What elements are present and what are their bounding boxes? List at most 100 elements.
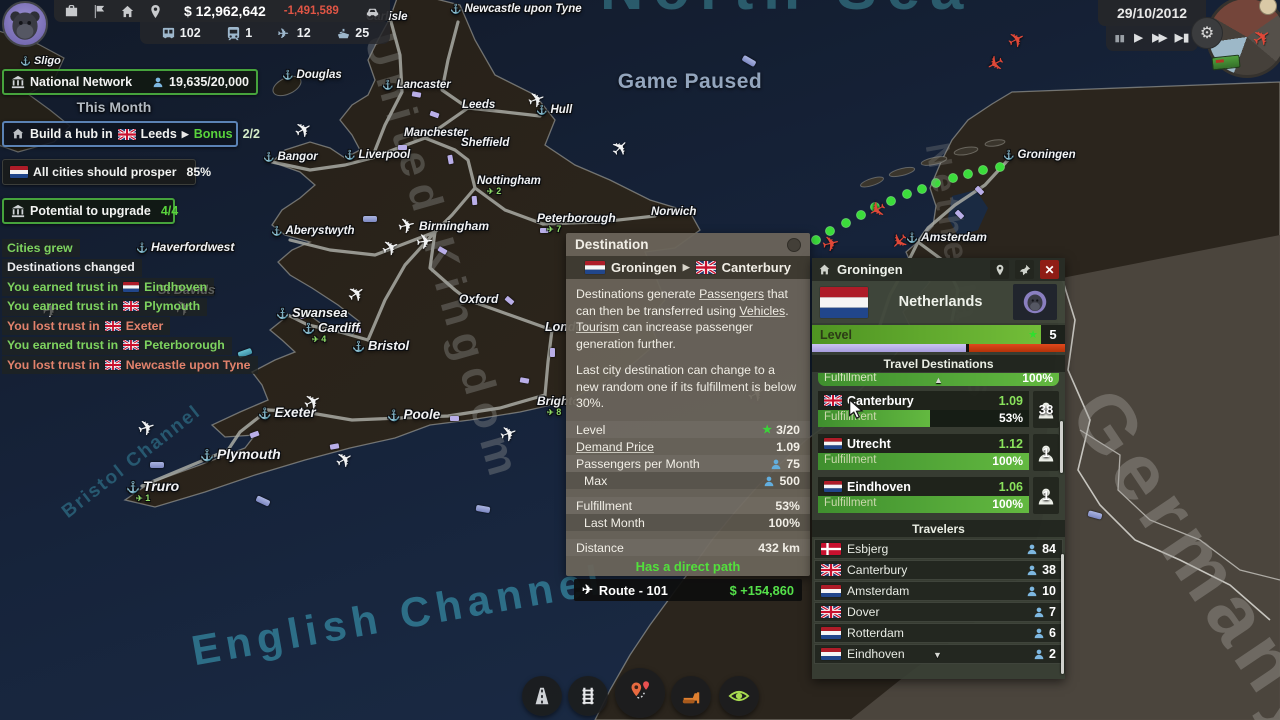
scroll-up-icon[interactable]: ▲: [934, 375, 943, 385]
scrollbar[interactable]: [1060, 421, 1063, 473]
scroll-down-icon[interactable]: ▼: [933, 650, 942, 660]
city-label[interactable]: ⚓ Douglas: [282, 69, 342, 81]
notification[interactable]: Destinations changed: [2, 258, 142, 277]
traveler-row[interactable]: Rotterdam 6: [814, 623, 1063, 643]
person-icon: [1038, 488, 1054, 504]
metro-count[interactable]: 1: [226, 26, 252, 41]
mission-prosper[interactable]: All cities should prosper 85%: [2, 159, 211, 185]
destination-panel: Destination Groningen ▶ Canterbury Desti…: [566, 233, 810, 602]
city-label[interactable]: ⚓ Truro ✈ 1: [126, 478, 180, 503]
destination-card[interactable]: Eindhoven 1.06 Fulfillment 100% 1: [818, 477, 1059, 514]
bus-count[interactable]: 102: [161, 26, 201, 41]
city-label[interactable]: ⚓ Newcastle upon Tyne: [450, 3, 582, 15]
notification[interactable]: Cities grew: [2, 239, 80, 257]
home-icon[interactable]: [120, 4, 135, 19]
scrollbar[interactable]: [1061, 554, 1064, 674]
city-label[interactable]: ⚓ Bangor: [263, 151, 318, 163]
city-label[interactable]: Norwich: [651, 206, 697, 218]
traveler-row[interactable]: Esbjerg 84: [814, 539, 1063, 559]
mission-value: 85%: [186, 165, 212, 179]
rail-tool-button[interactable]: [568, 676, 608, 716]
nl-flag-icon: [824, 438, 842, 449]
traveler-row[interactable]: Amsterdam 10: [814, 581, 1063, 601]
uk-flag-icon: [821, 564, 841, 576]
plane-count[interactable]: ✈ 12: [277, 25, 311, 41]
city-progress-bar: [812, 344, 1065, 352]
inline-link[interactable]: Tourism: [576, 320, 620, 335]
player-avatar[interactable]: [2, 1, 48, 47]
routes-tool-button-active[interactable]: [615, 668, 665, 718]
city-label[interactable]: Sheffield: [461, 137, 510, 149]
view-tool-button[interactable]: [719, 676, 759, 716]
flag-icon[interactable]: [92, 4, 107, 19]
wadden-islands: [860, 139, 1006, 188]
play-button[interactable]: ▶: [1134, 32, 1143, 44]
city-label[interactable]: ⚓ Liverpool: [344, 149, 411, 161]
mission-build-hub[interactable]: Build a hub in Leeds ▶ Bonus 2/2: [2, 121, 260, 147]
city-label[interactable]: ⚓ Swansea: [276, 305, 348, 320]
city-label[interactable]: Oxford: [459, 292, 499, 306]
city-label[interactable]: ⚓ Lancaster: [382, 79, 451, 91]
person-icon: [771, 459, 781, 469]
notification[interactable]: You earned trust in Peterborough: [2, 336, 232, 355]
city-label[interactable]: Birmingham: [419, 219, 490, 233]
anchor-icon: ⚓: [20, 56, 31, 66]
from-city[interactable]: Groningen: [611, 260, 677, 275]
city-label[interactable]: ⚓ Sligo: [20, 55, 61, 67]
to-city[interactable]: Canterbury: [721, 260, 791, 275]
briefcase-icon[interactable]: [64, 4, 79, 19]
traveler-row[interactable]: Dover 7: [814, 602, 1063, 622]
nl-flag-icon: [824, 481, 842, 492]
notification[interactable]: You lost trust in Newcastle upon Tyne: [2, 356, 258, 374]
close-icon[interactable]: [787, 237, 801, 252]
city-label[interactable]: Manchester: [404, 127, 468, 139]
notification[interactable]: You earned trust in Eindhoven: [2, 278, 214, 296]
city-label[interactable]: ⚓ Poole: [387, 407, 441, 422]
anchor-icon: ⚓: [344, 150, 356, 160]
city-label[interactable]: ⚓ Hull: [536, 104, 573, 116]
city-label[interactable]: Leeds: [462, 99, 496, 111]
city-label[interactable]: ⚓ Cardiff ✈ 4: [302, 320, 360, 344]
close-panel-button[interactable]: ✕: [1040, 260, 1059, 279]
anchor-icon: ⚓: [282, 70, 294, 80]
person-icon: [1027, 586, 1037, 597]
car-icon[interactable]: [365, 4, 380, 19]
road-tool-button[interactable]: [522, 676, 562, 716]
destination-card[interactable]: Canterbury 1.09 Fulfillment 53% 38: [818, 391, 1059, 428]
city-label[interactable]: ⚓ Amsterdam: [906, 230, 987, 244]
city-label[interactable]: ⚓ Groningen: [1003, 149, 1076, 161]
pin-panel-button[interactable]: [1015, 260, 1034, 279]
city-label[interactable]: ⚓ Haverfordwest: [136, 240, 235, 254]
pin-icon[interactable]: [148, 4, 163, 19]
traveler-row[interactable]: Eindhoven ▼ 2: [814, 644, 1063, 664]
inline-link[interactable]: Passengers: [699, 287, 764, 301]
skip-button[interactable]: ▶▮: [1174, 32, 1190, 44]
city-label[interactable]: ⚓ Aberystwyth: [271, 225, 355, 237]
ship-count[interactable]: 25: [336, 26, 369, 41]
mission-upgrade[interactable]: Potential to upgrade 4/4: [2, 198, 178, 224]
city-label[interactable]: Nottingham ✈ 2: [477, 175, 541, 196]
city-label[interactable]: Peterborough ✈ 7: [537, 211, 616, 234]
city-label[interactable]: ⚓ Plymouth: [200, 446, 281, 462]
owner-avatar[interactable]: [1013, 284, 1057, 320]
demolish-tool-button[interactable]: [671, 676, 711, 716]
route-row[interactable]: ✈ Route - 101 $ +154,860: [574, 579, 802, 602]
hub-icon: [12, 128, 24, 139]
settings-button[interactable]: ⚙: [1191, 17, 1223, 49]
destination-card[interactable]: Utrecht 1.12 Fulfillment 100% 1: [818, 434, 1059, 471]
anchor-icon: ⚓: [271, 226, 283, 236]
inland-terrain: [850, 235, 1280, 720]
traveler-count-badge: 1: [1033, 434, 1059, 471]
locate-city-button[interactable]: [990, 260, 1009, 279]
notification[interactable]: You lost trust in Exeter: [2, 317, 171, 335]
city-label[interactable]: ⚓ Bristol: [352, 338, 410, 353]
pause-button[interactable]: ▮▮: [1114, 33, 1125, 43]
city-label[interactable]: ⚓ Exeter: [258, 405, 316, 420]
wheel-knob[interactable]: [1259, 0, 1277, 15]
mission-national-network[interactable]: National Network 19,635/20,000: [2, 69, 258, 95]
fast-forward-button[interactable]: ▶▶: [1152, 32, 1167, 44]
notification[interactable]: You earned trust in Plymouth: [2, 297, 208, 316]
inline-link[interactable]: Vehicles: [739, 303, 786, 318]
country-border-2: [1079, 429, 1280, 581]
traveler-row[interactable]: Canterbury 38: [814, 560, 1063, 580]
